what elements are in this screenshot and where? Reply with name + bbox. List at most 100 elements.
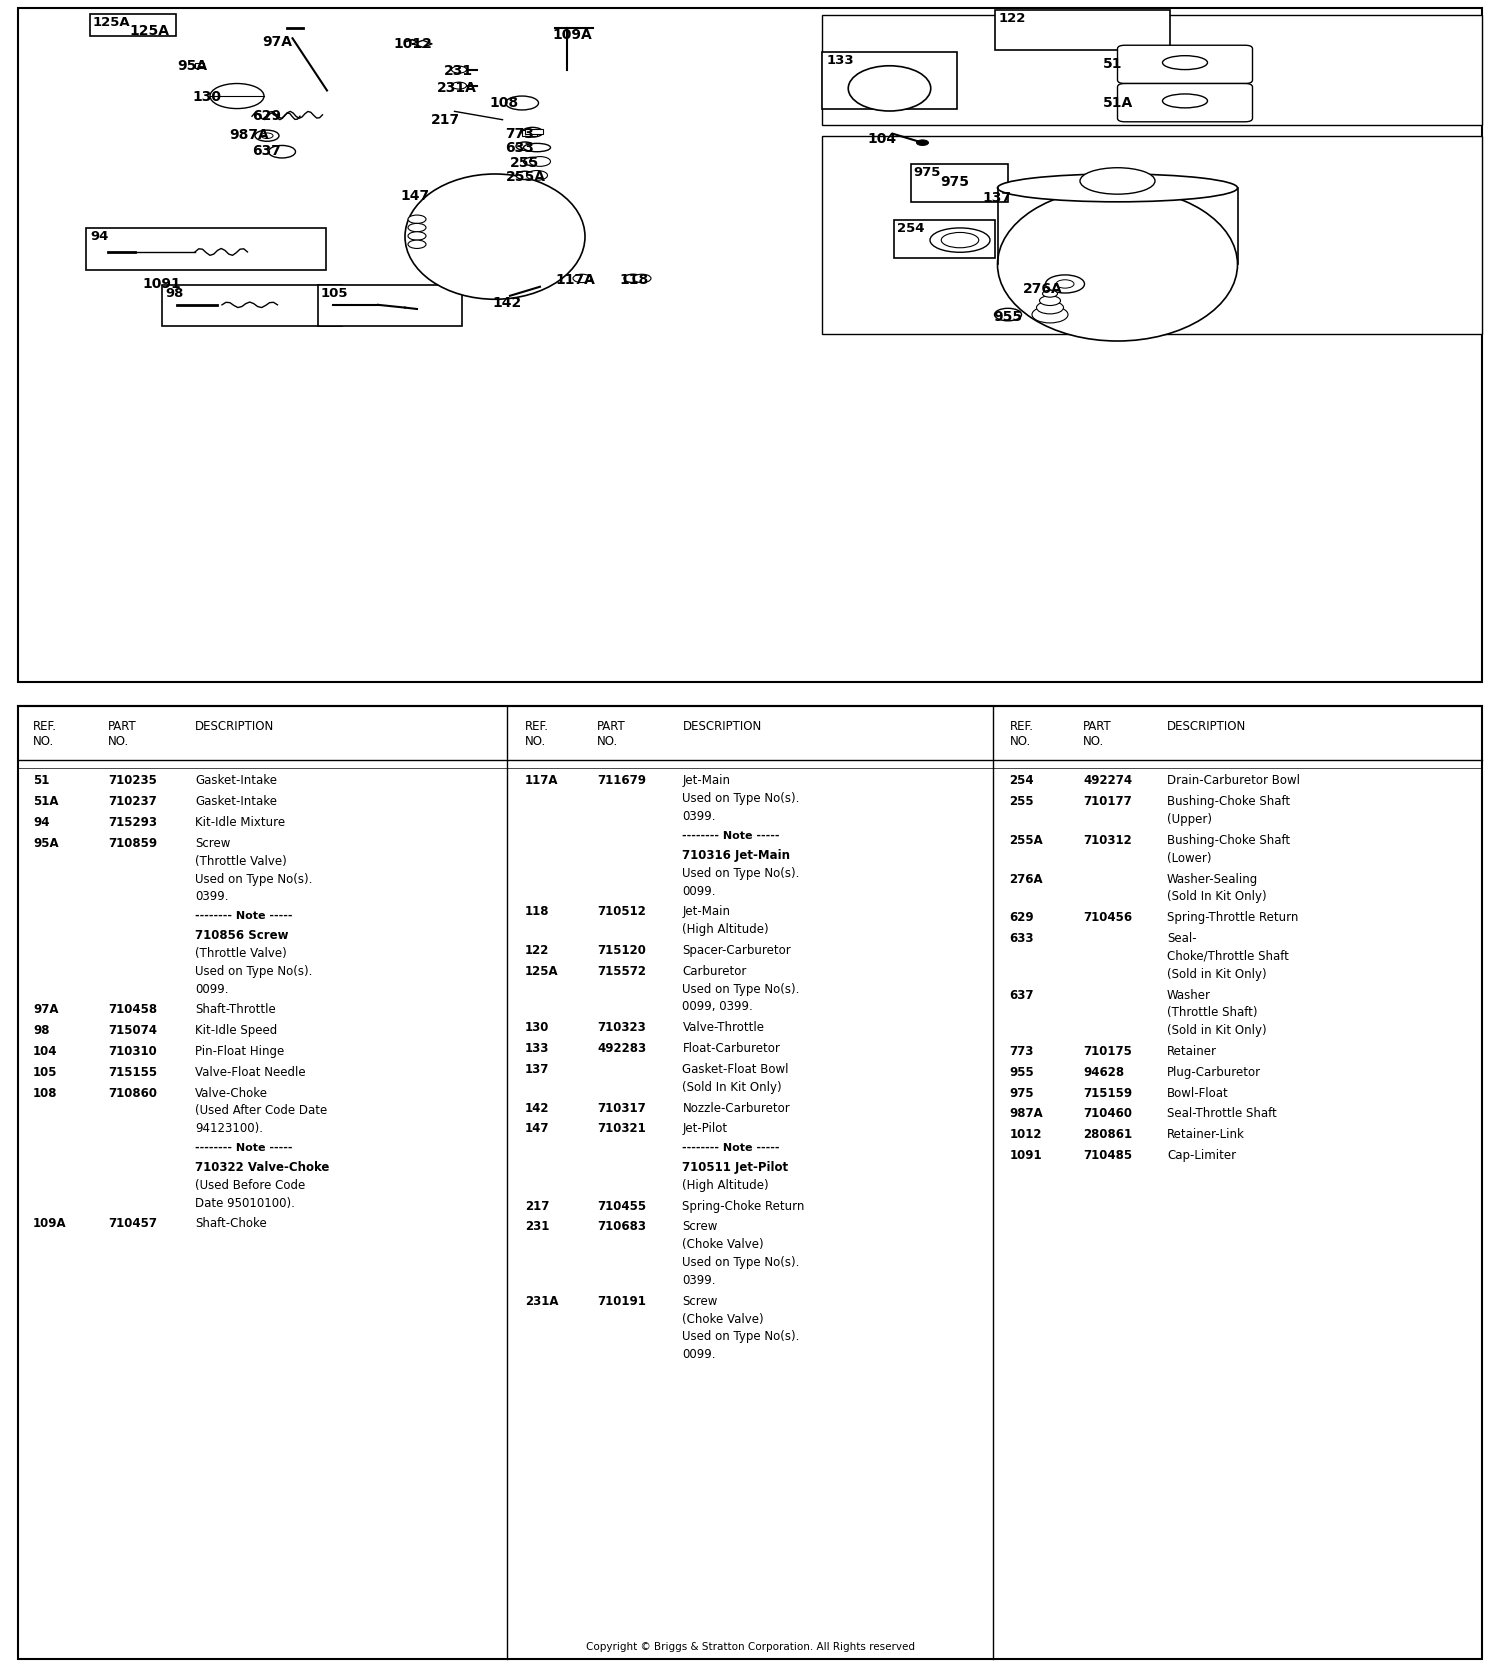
Bar xyxy=(910,164,1008,201)
Text: Spacer-Carburetor: Spacer-Carburetor xyxy=(682,944,792,958)
Circle shape xyxy=(268,146,296,158)
Circle shape xyxy=(624,275,642,282)
Text: 255: 255 xyxy=(1010,795,1034,808)
Text: Screw: Screw xyxy=(195,837,231,850)
Text: Bowl-Float: Bowl-Float xyxy=(1167,1087,1228,1100)
Text: Date 95010100).: Date 95010100). xyxy=(195,1197,296,1209)
Text: (Used After Code Date: (Used After Code Date xyxy=(195,1105,327,1117)
Text: 125A: 125A xyxy=(525,964,558,978)
Text: Kit-Idle Mixture: Kit-Idle Mixture xyxy=(195,817,285,828)
Text: Jet-Pilot: Jet-Pilot xyxy=(682,1122,728,1135)
Text: Used on Type No(s).: Used on Type No(s). xyxy=(682,867,800,880)
Text: 94123100).: 94123100). xyxy=(195,1122,262,1135)
Text: 94: 94 xyxy=(90,230,108,243)
Text: 51A: 51A xyxy=(1102,96,1132,111)
Text: 217: 217 xyxy=(430,112,459,127)
Text: 773: 773 xyxy=(1010,1045,1034,1058)
Text: 629: 629 xyxy=(1010,911,1034,924)
Text: 710310: 710310 xyxy=(108,1045,156,1058)
Text: 125A: 125A xyxy=(93,17,130,29)
Text: 710859: 710859 xyxy=(108,837,158,850)
Ellipse shape xyxy=(1080,168,1155,195)
Bar xyxy=(894,220,995,258)
Bar xyxy=(195,64,204,67)
Circle shape xyxy=(408,231,426,240)
Text: Bushing-Choke Shaft: Bushing-Choke Shaft xyxy=(1167,833,1290,847)
Text: 710455: 710455 xyxy=(597,1199,646,1212)
Text: 715293: 715293 xyxy=(108,817,158,828)
Circle shape xyxy=(994,309,1022,320)
Text: 710457: 710457 xyxy=(108,1218,158,1231)
Ellipse shape xyxy=(998,174,1238,201)
Text: Jet-Main: Jet-Main xyxy=(682,775,730,788)
Text: Gasket-Intake: Gasket-Intake xyxy=(195,775,278,788)
Text: Retainer: Retainer xyxy=(1167,1045,1216,1058)
Text: DESCRIPTION: DESCRIPTION xyxy=(1167,721,1246,733)
Text: Valve-Choke: Valve-Choke xyxy=(195,1087,268,1100)
Text: 95A: 95A xyxy=(177,59,207,74)
Text: Carburetor: Carburetor xyxy=(682,964,747,978)
Text: 492274: 492274 xyxy=(1083,775,1132,788)
Circle shape xyxy=(1036,302,1064,314)
Text: 94: 94 xyxy=(33,817,50,828)
Text: 0099, 0399.: 0099, 0399. xyxy=(682,1001,753,1013)
Circle shape xyxy=(1040,295,1060,305)
Circle shape xyxy=(526,171,548,179)
Text: 231: 231 xyxy=(525,1221,549,1233)
Text: (Choke Valve): (Choke Valve) xyxy=(682,1238,764,1251)
Text: -------- Note -----: -------- Note ----- xyxy=(682,830,780,840)
Text: 710235: 710235 xyxy=(108,775,158,788)
Ellipse shape xyxy=(405,174,585,299)
Circle shape xyxy=(408,215,426,223)
Bar xyxy=(525,129,543,134)
Text: 1091: 1091 xyxy=(142,277,182,290)
Text: 137: 137 xyxy=(525,1063,549,1077)
Text: Bushing-Choke Shaft: Bushing-Choke Shaft xyxy=(1167,795,1290,808)
Circle shape xyxy=(210,84,264,109)
Text: 117A: 117A xyxy=(525,775,558,788)
Text: Retainer-Link: Retainer-Link xyxy=(1167,1129,1245,1142)
Text: (Sold In Kit Only): (Sold In Kit Only) xyxy=(682,1080,782,1093)
Text: 710485: 710485 xyxy=(1083,1149,1132,1162)
Circle shape xyxy=(261,132,273,139)
Text: 0099.: 0099. xyxy=(682,1348,716,1362)
Text: DESCRIPTION: DESCRIPTION xyxy=(682,721,762,733)
Text: 122: 122 xyxy=(999,12,1026,25)
Circle shape xyxy=(524,158,542,166)
Ellipse shape xyxy=(1162,94,1208,107)
Text: 710312: 710312 xyxy=(1083,833,1131,847)
Circle shape xyxy=(255,131,279,141)
Text: Used on Type No(s).: Used on Type No(s). xyxy=(195,964,312,978)
Circle shape xyxy=(1042,290,1058,297)
Text: 711679: 711679 xyxy=(597,775,646,788)
Text: Spring-Choke Return: Spring-Choke Return xyxy=(682,1199,806,1212)
Text: 130: 130 xyxy=(192,91,220,104)
Text: 142: 142 xyxy=(492,295,522,310)
Text: 51A: 51A xyxy=(33,795,58,808)
Text: REF.
NO.: REF. NO. xyxy=(525,721,549,748)
Text: 98: 98 xyxy=(165,287,183,300)
Text: Spring-Throttle Return: Spring-Throttle Return xyxy=(1167,911,1299,924)
Text: 276A: 276A xyxy=(1023,282,1062,295)
Text: 715572: 715572 xyxy=(597,964,646,978)
Bar xyxy=(318,285,462,325)
Text: 231A: 231A xyxy=(525,1295,558,1308)
Ellipse shape xyxy=(942,233,978,248)
Circle shape xyxy=(1056,280,1074,288)
Circle shape xyxy=(633,275,651,282)
Text: 254: 254 xyxy=(897,221,924,235)
Text: 109A: 109A xyxy=(552,29,591,42)
Text: 710191: 710191 xyxy=(597,1295,646,1308)
Text: 637: 637 xyxy=(1010,988,1034,1001)
Text: 117A: 117A xyxy=(555,273,596,287)
Text: 633: 633 xyxy=(1010,932,1034,946)
Ellipse shape xyxy=(1162,55,1208,69)
Text: 125A: 125A xyxy=(129,25,170,39)
Text: 710316 Jet-Main: 710316 Jet-Main xyxy=(682,849,790,862)
Circle shape xyxy=(1046,275,1084,293)
Text: Cap-Limiter: Cap-Limiter xyxy=(1167,1149,1236,1162)
Bar xyxy=(90,13,176,37)
Text: 0099.: 0099. xyxy=(195,983,228,996)
Text: 254: 254 xyxy=(1010,775,1034,788)
Text: 710860: 710860 xyxy=(108,1087,158,1100)
